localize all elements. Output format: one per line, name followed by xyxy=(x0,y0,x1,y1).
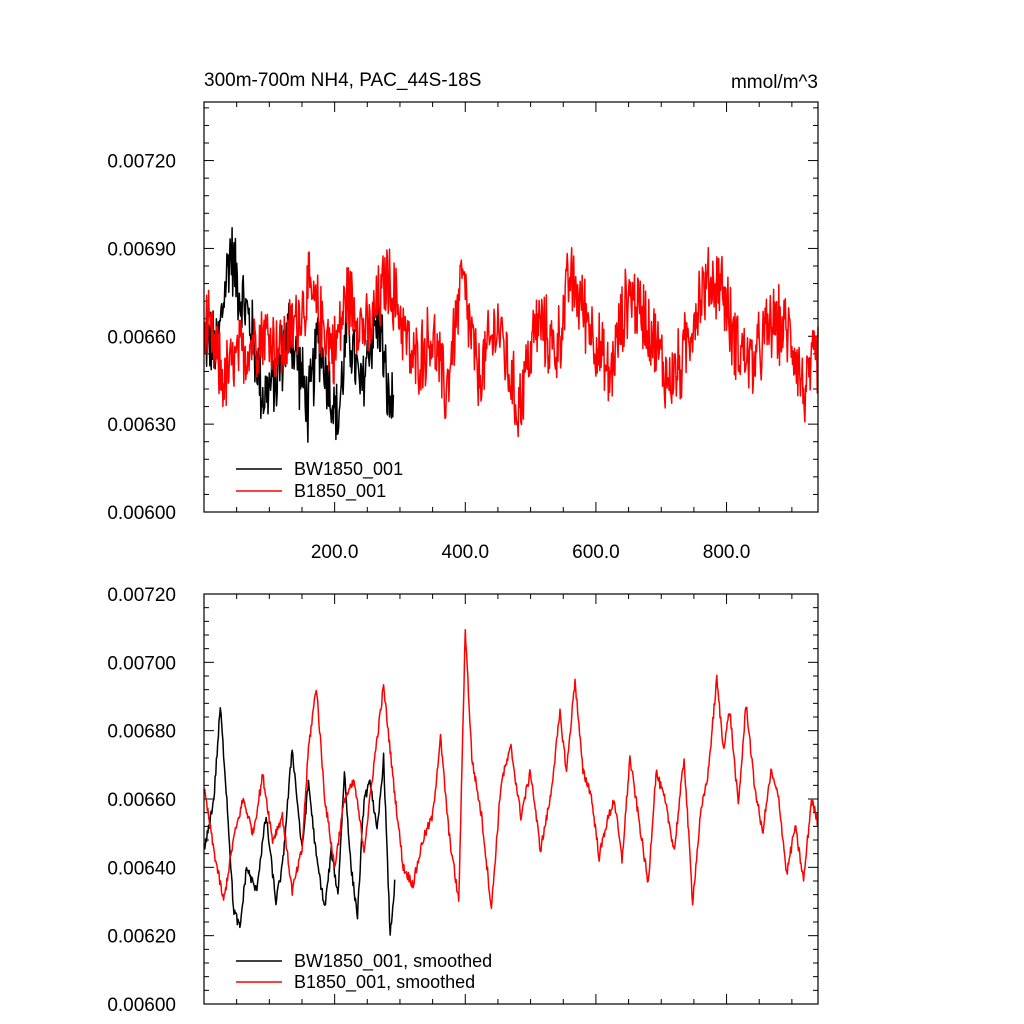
y-tick-label: 0.00690 xyxy=(107,239,176,260)
y-tick-label: 0.00630 xyxy=(107,415,176,436)
x-tick-label: 200.0 xyxy=(311,542,359,563)
y-tick-label: 0.00620 xyxy=(107,927,176,948)
y-tick-label: 0.00600 xyxy=(107,503,176,524)
bottom-panel-frame xyxy=(203,593,819,1005)
y-tick-label: 0.00720 xyxy=(107,152,176,173)
bottom-panel: 0.00600 0.00620 0.00640 0.00660 0.00680 0.007… xyxy=(107,585,819,1016)
x-tick-label: 800.0 xyxy=(703,542,751,563)
legend-label-bw1850: BW1850_001 xyxy=(294,459,403,480)
series-line-1-0 xyxy=(203,707,396,936)
top-panel-legend: BW1850_001 B1850_001 xyxy=(236,459,403,502)
legend-label-b1850: B1850_001 xyxy=(294,481,386,502)
x-tick-label: 400.0 xyxy=(442,542,490,563)
y-tick-label: 0.00720 xyxy=(107,585,176,606)
top-panel-frame xyxy=(203,101,819,513)
legend-label-b1850-smoothed: B1850_001, smoothed xyxy=(294,972,475,993)
series-line-0-1 xyxy=(203,246,819,438)
y-tick-label: 0.00600 xyxy=(107,995,176,1016)
legend-label-bw1850-smoothed: BW1850_001, smoothed xyxy=(294,951,492,972)
x-tick-label: 600.0 xyxy=(572,542,620,563)
top-panel-units: mmol/m^3 xyxy=(731,72,818,93)
y-tick-label: 0.00660 xyxy=(107,790,176,811)
series-line-0-0 xyxy=(203,226,395,443)
y-tick-label: 0.00680 xyxy=(107,722,176,743)
y-tick-label: 0.00660 xyxy=(107,327,176,348)
top-panel-title: 300m-700m NH4, PAC_44S-18S xyxy=(204,70,481,91)
series-line-1-1 xyxy=(203,628,819,910)
bottom-panel-legend: BW1850_001, smoothed B1850_001, smoothed xyxy=(236,951,492,993)
y-tick-label: 0.00640 xyxy=(107,858,176,879)
y-tick-label: 0.00700 xyxy=(107,653,176,674)
top-panel: 300m-700m NH4, PAC_44S-18S mmol/m^3 0.00… xyxy=(107,70,819,563)
